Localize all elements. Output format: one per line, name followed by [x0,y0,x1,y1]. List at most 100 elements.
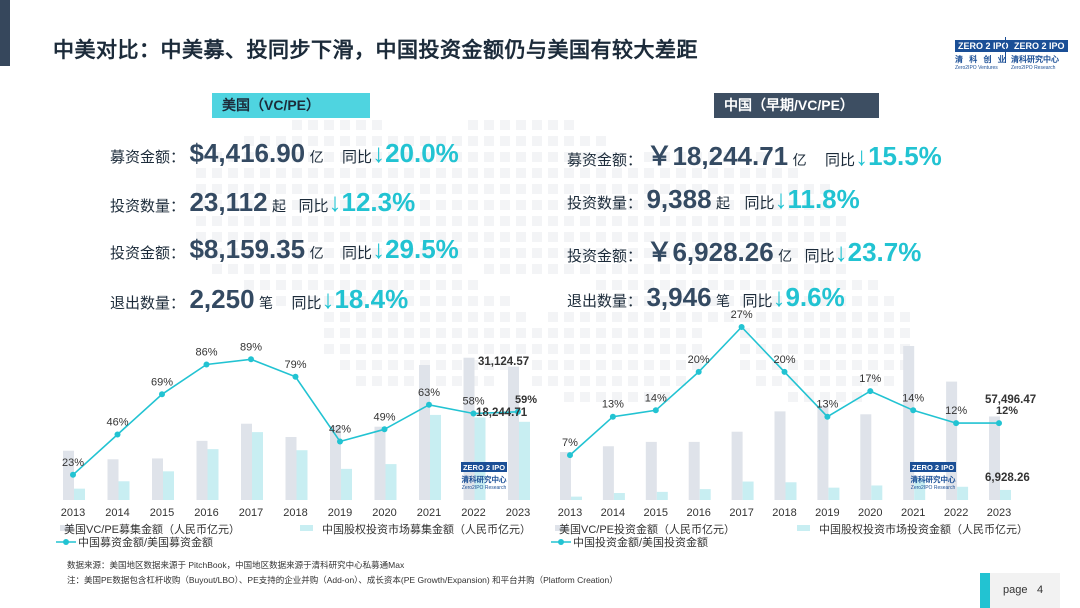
map-dot [276,184,286,194]
map-dot [436,216,446,226]
map-dot [532,360,542,370]
stat-label: 投资数量： [567,195,643,212]
x-tick-label: 2018 [283,507,307,519]
map-dot [548,168,558,178]
map-dot [356,344,366,354]
map-dot [820,312,830,322]
map-dot [628,200,638,210]
map-dot [660,216,670,226]
map-dot [228,200,238,210]
ratio-label: 13% [602,399,624,411]
map-dot [884,296,894,306]
map-dot [356,312,366,322]
map-dot [692,232,702,242]
map-dot [580,136,590,146]
map-dot [660,296,670,306]
map-dot [596,312,606,322]
map-dot [356,296,366,306]
map-dot [372,344,382,354]
map-dot [708,216,718,226]
map-dot [676,264,686,274]
map-dot [756,344,766,354]
map-dot [676,168,686,178]
map-dot [228,184,238,194]
cn-bar [163,471,174,500]
map-dot [388,200,398,210]
map-dot [212,168,222,178]
map-dot [420,136,430,146]
map-dot [420,168,430,178]
map-dot [596,184,606,194]
map-dot [292,232,302,242]
china-section-tag: 中国（早期/VC/PE） [714,93,879,118]
ratio-point [996,420,1002,427]
map-dot [756,376,766,386]
map-dot [836,328,846,338]
map-dot [612,232,622,242]
map-dot [308,152,318,162]
ratio-point [910,407,917,414]
map-dot [644,168,654,178]
map-dot [436,280,446,290]
map-dot [772,280,782,290]
map-dot [660,184,670,194]
map-dot [580,168,590,178]
map-dot [772,168,782,178]
map-dot [452,184,462,194]
ratio-point [70,471,76,478]
map-dot [196,168,206,178]
map-dot [516,120,526,130]
map-dot [324,248,334,258]
map-dot [724,248,734,258]
map-dot [260,184,270,194]
map-dot [788,216,798,226]
map-dot [756,360,766,370]
map-dot [516,328,526,338]
us-bar [602,446,614,500]
map-dot [292,120,302,130]
map-dot [804,200,814,210]
map-dot [372,328,382,338]
map-dot [596,296,606,306]
map-dot [340,360,350,370]
map-dot [244,184,254,194]
map-dot [516,216,526,226]
map-dot [420,328,430,338]
map-dot [564,200,574,210]
map-dot [852,280,862,290]
stat-value: $8,159.35 [189,234,306,264]
map-dot [756,264,766,274]
map-dot [532,200,542,210]
map-dot [468,120,478,130]
map-dot [500,328,510,338]
map-dot [468,296,478,306]
map-dot [244,248,254,258]
map-dot [820,248,830,258]
stat-yoy-label: 同比 [342,245,373,262]
map-dot [708,152,718,162]
map-dot [420,280,430,290]
x-tick-label: 2018 [772,507,796,519]
map-dot [212,216,222,226]
map-dot [692,248,702,258]
map-dot [404,200,414,210]
map-dot [420,184,430,194]
map-dot [596,216,606,226]
map-dot [788,200,798,210]
map-dot [580,264,590,274]
map-dot [772,312,782,322]
map-dot [740,296,750,306]
map-dot [372,360,382,370]
ratio-point [159,391,165,398]
map-dot [260,168,270,178]
map-dot [612,360,622,370]
map-dot [340,152,350,162]
us-bar [774,411,786,500]
map-dot [324,264,334,274]
map-dot [212,248,222,258]
ratio-point [248,356,254,363]
map-dot [756,248,766,258]
ratio-point [695,368,702,375]
map-dot [820,392,830,402]
map-dot [308,184,318,194]
